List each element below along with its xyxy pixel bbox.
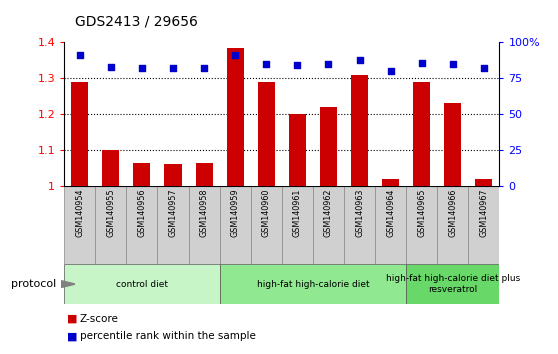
Point bbox=[169, 65, 177, 71]
Text: high-fat high-calorie diet: high-fat high-calorie diet bbox=[257, 280, 369, 289]
Point bbox=[75, 52, 84, 58]
Bar bbox=[126, 186, 157, 264]
Bar bbox=[320, 107, 337, 186]
Text: GSM140962: GSM140962 bbox=[324, 188, 333, 237]
Bar bbox=[375, 186, 406, 264]
Text: GSM140963: GSM140963 bbox=[355, 188, 364, 236]
Text: GSM140956: GSM140956 bbox=[137, 188, 146, 237]
Text: GSM140964: GSM140964 bbox=[386, 188, 395, 236]
Bar bbox=[258, 82, 275, 186]
Bar bbox=[102, 150, 119, 186]
Bar bbox=[344, 186, 375, 264]
Bar bbox=[220, 264, 406, 304]
Text: Z-score: Z-score bbox=[80, 314, 119, 324]
Bar bbox=[165, 164, 181, 186]
Text: GSM140965: GSM140965 bbox=[417, 188, 426, 237]
Point bbox=[137, 65, 146, 71]
Bar bbox=[289, 114, 306, 186]
Text: percentile rank within the sample: percentile rank within the sample bbox=[80, 331, 256, 341]
Bar bbox=[189, 186, 220, 264]
Point bbox=[417, 60, 426, 65]
Text: protocol: protocol bbox=[11, 279, 56, 289]
Point bbox=[200, 65, 209, 71]
Bar bbox=[413, 82, 430, 186]
Text: high-fat high-calorie diet plus
resveratrol: high-fat high-calorie diet plus resverat… bbox=[386, 274, 520, 294]
Bar bbox=[195, 162, 213, 186]
Text: GSM140954: GSM140954 bbox=[75, 188, 84, 237]
Bar bbox=[468, 186, 499, 264]
Text: GSM140967: GSM140967 bbox=[479, 188, 488, 237]
Bar bbox=[251, 186, 282, 264]
Bar bbox=[133, 162, 151, 186]
Text: GSM140957: GSM140957 bbox=[169, 188, 177, 237]
Bar bbox=[71, 82, 88, 186]
Bar bbox=[444, 103, 461, 186]
Text: GSM140960: GSM140960 bbox=[262, 188, 271, 236]
Point bbox=[355, 57, 364, 63]
Point bbox=[479, 65, 488, 71]
Point bbox=[386, 68, 395, 74]
Bar bbox=[64, 264, 220, 304]
Bar bbox=[227, 48, 244, 186]
Text: ■: ■ bbox=[67, 314, 78, 324]
Text: GDS2413 / 29656: GDS2413 / 29656 bbox=[75, 14, 198, 28]
Text: GSM140961: GSM140961 bbox=[293, 188, 302, 236]
Bar bbox=[282, 186, 313, 264]
Text: GSM140959: GSM140959 bbox=[230, 188, 239, 237]
Bar bbox=[313, 186, 344, 264]
Bar bbox=[157, 186, 189, 264]
Point bbox=[324, 61, 333, 67]
Bar bbox=[475, 179, 492, 186]
Text: GSM140958: GSM140958 bbox=[200, 188, 209, 237]
Text: GSM140955: GSM140955 bbox=[107, 188, 116, 237]
Polygon shape bbox=[61, 281, 75, 287]
Bar bbox=[437, 186, 468, 264]
Text: ■: ■ bbox=[67, 331, 78, 341]
Point bbox=[293, 63, 302, 68]
Bar bbox=[220, 186, 251, 264]
Text: control diet: control diet bbox=[116, 280, 168, 289]
Bar bbox=[406, 186, 437, 264]
Text: GSM140966: GSM140966 bbox=[448, 188, 457, 236]
Bar bbox=[64, 186, 95, 264]
Point bbox=[448, 61, 457, 67]
Point bbox=[107, 64, 116, 70]
Bar bbox=[406, 264, 499, 304]
Bar bbox=[351, 75, 368, 186]
Point bbox=[230, 52, 239, 58]
Bar bbox=[95, 186, 126, 264]
Point bbox=[262, 61, 271, 67]
Bar bbox=[382, 179, 399, 186]
